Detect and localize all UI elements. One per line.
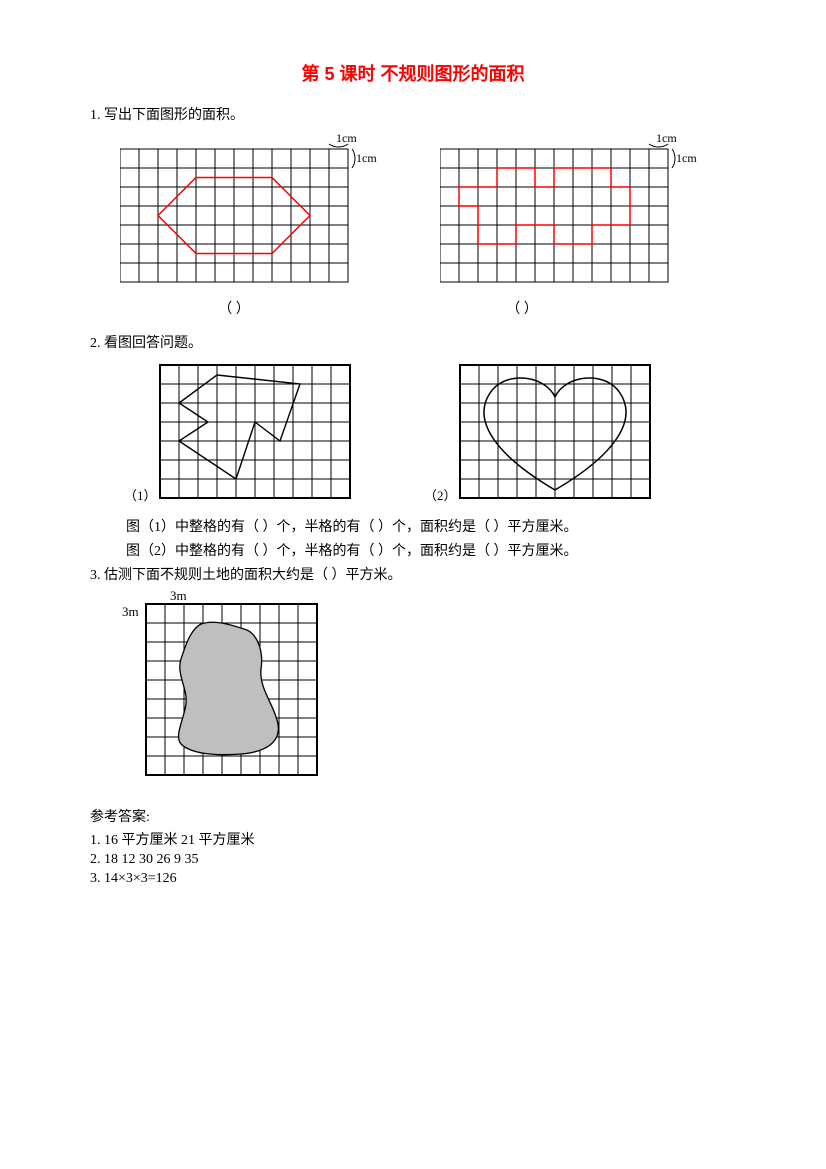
q1-blank-1: （ ） <box>120 298 348 318</box>
q1-blank-row: （ ） （ ） <box>120 298 736 318</box>
q2-figure-1: （1） <box>120 360 360 510</box>
q2-prompt: 2. 看图回答问题。 <box>90 332 736 352</box>
q3-unit-side: 3m <box>122 604 139 619</box>
page-title: 第 5 课时 不规则图形的面积 <box>90 60 736 86</box>
q1-grid-cross: 1cm 1cm <box>440 132 700 292</box>
q1-figures-row: 1cm 1cm <box>120 132 736 292</box>
q1-prompt: 1. 写出下面图形的面积。 <box>90 104 736 124</box>
answer-1: 1. 16 平方厘米 21 平方厘米 <box>90 829 736 849</box>
q2-line2: 图（2）中整格的有（ ）个，半格的有（ ）个，面积约是（ ）平方厘米。 <box>126 540 736 560</box>
irregular-polygon <box>179 375 300 479</box>
q3-figure: 3m 3m <box>120 588 736 788</box>
q2-grid-poly: （1） <box>120 360 360 510</box>
q2-figure-2: （2） <box>420 360 660 510</box>
q1-grid-hexagon: 1cm 1cm <box>120 132 380 292</box>
q2-sub1-label: （1） <box>124 488 157 503</box>
q2-line1: 图（1）中整格的有（ ）个，半格的有（ ）个，面积约是（ ）平方厘米。 <box>126 516 736 536</box>
q1-blank-2: （ ） <box>408 298 636 318</box>
answer-3: 3. 14×3×3=126 <box>90 871 736 887</box>
q1-figure-2: 1cm 1cm <box>440 132 700 292</box>
answers-heading: 参考答案: <box>90 806 736 826</box>
q2-figures-row: （1） （2） <box>120 360 736 510</box>
q3-unit-top: 3m <box>170 588 187 603</box>
q1-figure-1: 1cm 1cm <box>120 132 380 292</box>
answer-2: 2. 18 12 30 26 9 35 <box>90 852 736 868</box>
q2-grid-heart: （2） <box>420 360 660 510</box>
unit-label-top: 1cm <box>656 132 677 145</box>
q3-grid-land: 3m 3m <box>120 588 340 788</box>
q2-sub2-label: （2） <box>424 488 457 503</box>
answers-block: 参考答案: 1. 16 平方厘米 21 平方厘米 2. 18 12 30 26 … <box>90 806 736 887</box>
unit-label-side: 1cm <box>676 151 697 165</box>
unit-label-side: 1cm <box>356 151 377 165</box>
q3-prompt: 3. 估测下面不规则土地的面积大约是（ ）平方米。 <box>90 564 736 584</box>
unit-label-top: 1cm <box>336 132 357 145</box>
